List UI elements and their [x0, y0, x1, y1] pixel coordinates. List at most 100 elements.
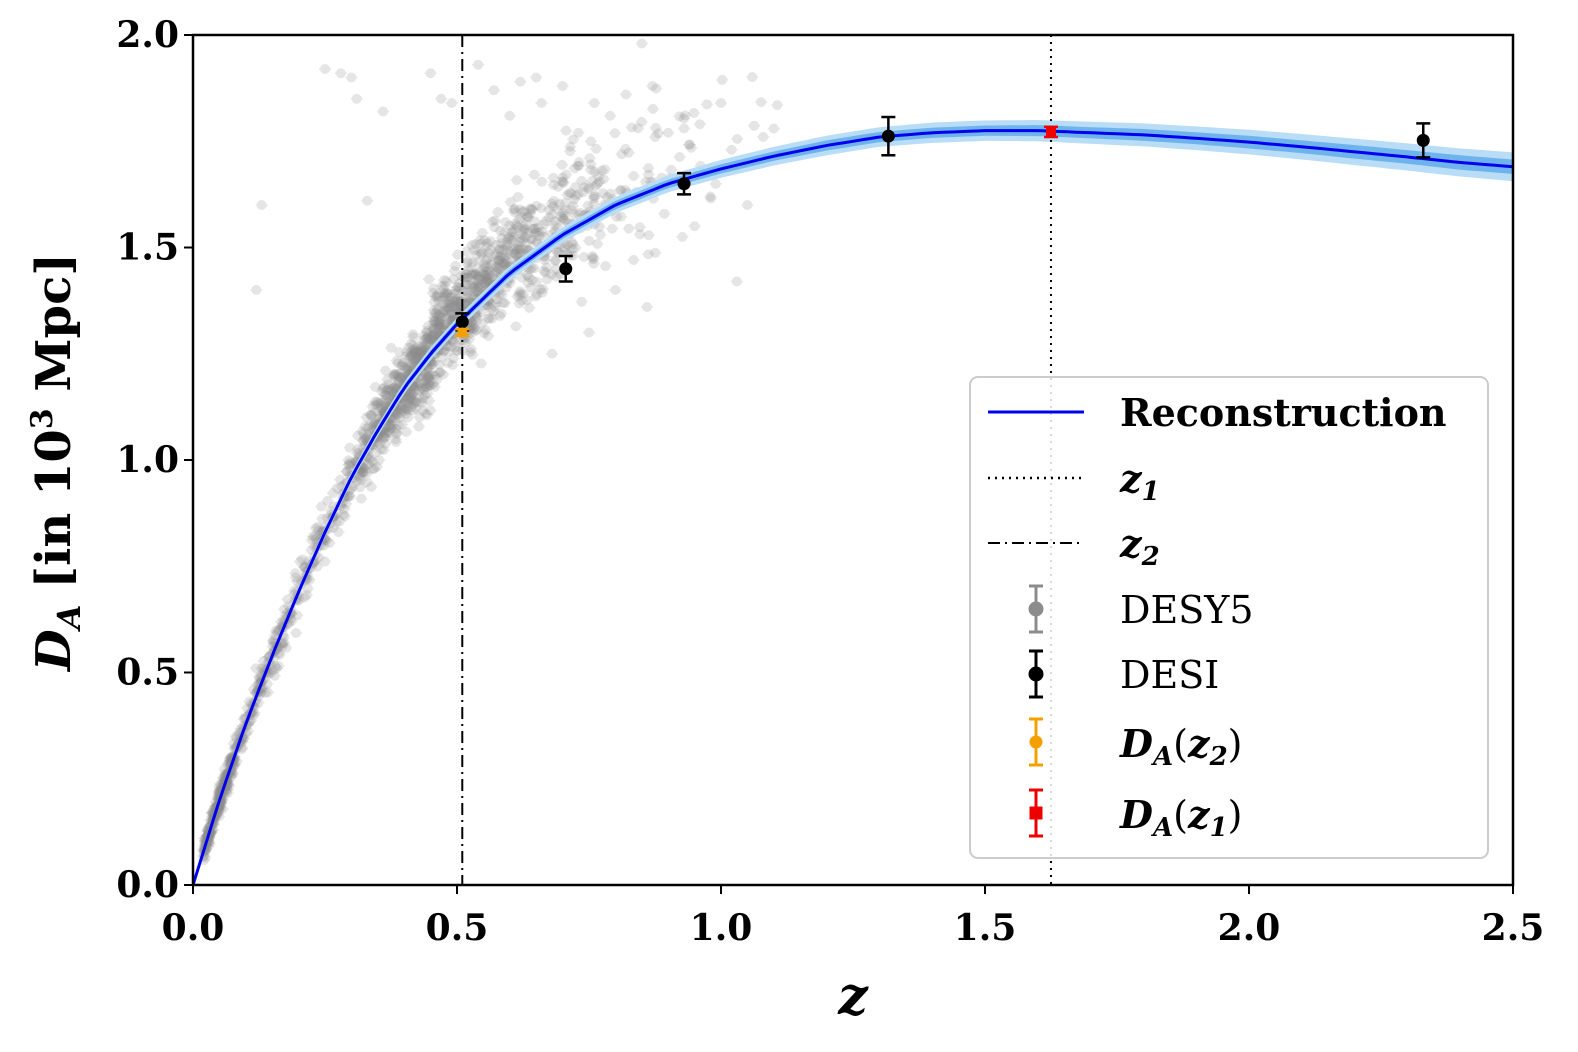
desy5-point-marker [433, 323, 444, 334]
desy5-point-marker [483, 272, 494, 283]
desy5-point-marker [343, 455, 354, 466]
desy5-point [355, 493, 368, 504]
desy5-point-marker [495, 260, 506, 271]
desy5-point [586, 175, 599, 186]
desy5-point [586, 251, 599, 262]
desy5-point-marker [490, 266, 501, 277]
desy5-point [627, 170, 640, 181]
desy5-point [516, 229, 529, 240]
desy5-point [369, 382, 382, 393]
desy5-point-marker [495, 225, 506, 236]
desy5-point-marker [423, 377, 434, 388]
desy5-point-marker [437, 298, 448, 309]
desy5-point-marker [461, 269, 472, 280]
desy5-point [676, 231, 689, 242]
desy5-point [500, 241, 513, 252]
desy5-point-marker [319, 556, 330, 567]
desy5-point [374, 397, 387, 408]
desy5-point-marker [643, 163, 654, 174]
desy5-point-marker [588, 258, 599, 269]
desy5-point-marker [451, 296, 462, 307]
desy5-point [538, 255, 551, 266]
desy5-point [575, 175, 588, 186]
desy5-point [367, 419, 380, 430]
desy5-point-marker [407, 399, 418, 410]
desy5-point [470, 249, 483, 260]
desy5-point-marker [376, 399, 387, 410]
desy5-point-marker [674, 151, 685, 162]
desy5-point-marker [482, 253, 493, 264]
desy5-point [440, 302, 453, 313]
desy5-point [771, 100, 784, 111]
desy5-point [400, 408, 413, 419]
desy5-point-marker [518, 289, 529, 300]
desy5-point-marker [469, 270, 480, 281]
desy5-point [622, 147, 635, 158]
desy5-point [590, 143, 603, 154]
desy5-point-marker [584, 235, 595, 246]
desy5-point [418, 384, 431, 395]
desy5-point [475, 358, 488, 369]
desy5-point [632, 123, 645, 134]
desy5-point-marker [413, 421, 424, 432]
desy5-point [290, 628, 303, 639]
desy5-point-marker [472, 278, 483, 289]
desy5-point-marker [322, 495, 333, 506]
desy5-point-marker [508, 227, 519, 238]
desy5-point-marker [633, 123, 644, 134]
desy5-point [375, 403, 388, 414]
desy5-point [748, 120, 761, 131]
desy5-point [508, 248, 521, 259]
desy5-point [438, 320, 451, 331]
desy5-point [407, 340, 420, 351]
desy5-point [342, 455, 355, 466]
desy5-point-marker [361, 412, 372, 423]
desy5-point [446, 359, 459, 370]
desy5-point-marker [467, 316, 478, 327]
desy5-point [557, 177, 570, 188]
desy5-point [406, 396, 419, 407]
desy5-point-marker [607, 223, 618, 234]
desy5-point-marker [380, 432, 391, 443]
desy5-point-marker [529, 169, 540, 180]
desy5-point [577, 251, 590, 262]
desy5-point [625, 122, 638, 133]
desy5-point-marker [358, 435, 369, 446]
desy5-point-marker [382, 428, 393, 439]
desy5-point-marker [408, 329, 419, 340]
desy5-point-marker [513, 221, 524, 232]
desy5-point [389, 408, 402, 419]
desy5-point [551, 245, 564, 256]
desy5-point-marker [628, 170, 639, 181]
desy5-point-marker [432, 291, 443, 302]
desy5-point-marker [421, 410, 432, 421]
desy5-point-marker [328, 522, 339, 533]
desy5-point-marker [510, 321, 521, 332]
desy5-point [409, 345, 422, 356]
desy5-point-marker [501, 241, 512, 252]
desy5-point-marker [626, 122, 637, 133]
desy5-point-marker [391, 437, 402, 448]
desy5-point [424, 405, 437, 416]
desy5-point [546, 209, 559, 220]
desy5-point [489, 266, 502, 277]
desy5-point-marker [519, 224, 530, 235]
desy5-point-marker [401, 408, 412, 419]
desy5-point-marker [576, 296, 587, 307]
desy5-point [381, 428, 394, 439]
desy5-point-marker [555, 211, 566, 222]
desy5-point-marker [677, 231, 688, 242]
desy5-point-marker [467, 290, 478, 301]
desy5-point-marker [441, 276, 452, 287]
desy5-point-marker [431, 316, 442, 327]
desy5-point-marker [419, 384, 430, 395]
desy5-point-marker [557, 213, 568, 224]
desy5-point [561, 189, 574, 200]
desy5-point-marker [680, 110, 691, 121]
desy5-point-marker [747, 72, 758, 83]
desy5-point-marker [565, 141, 576, 152]
desy5-point [516, 235, 529, 246]
desy5-point-marker [352, 444, 363, 455]
desy5-point-marker [217, 804, 228, 815]
